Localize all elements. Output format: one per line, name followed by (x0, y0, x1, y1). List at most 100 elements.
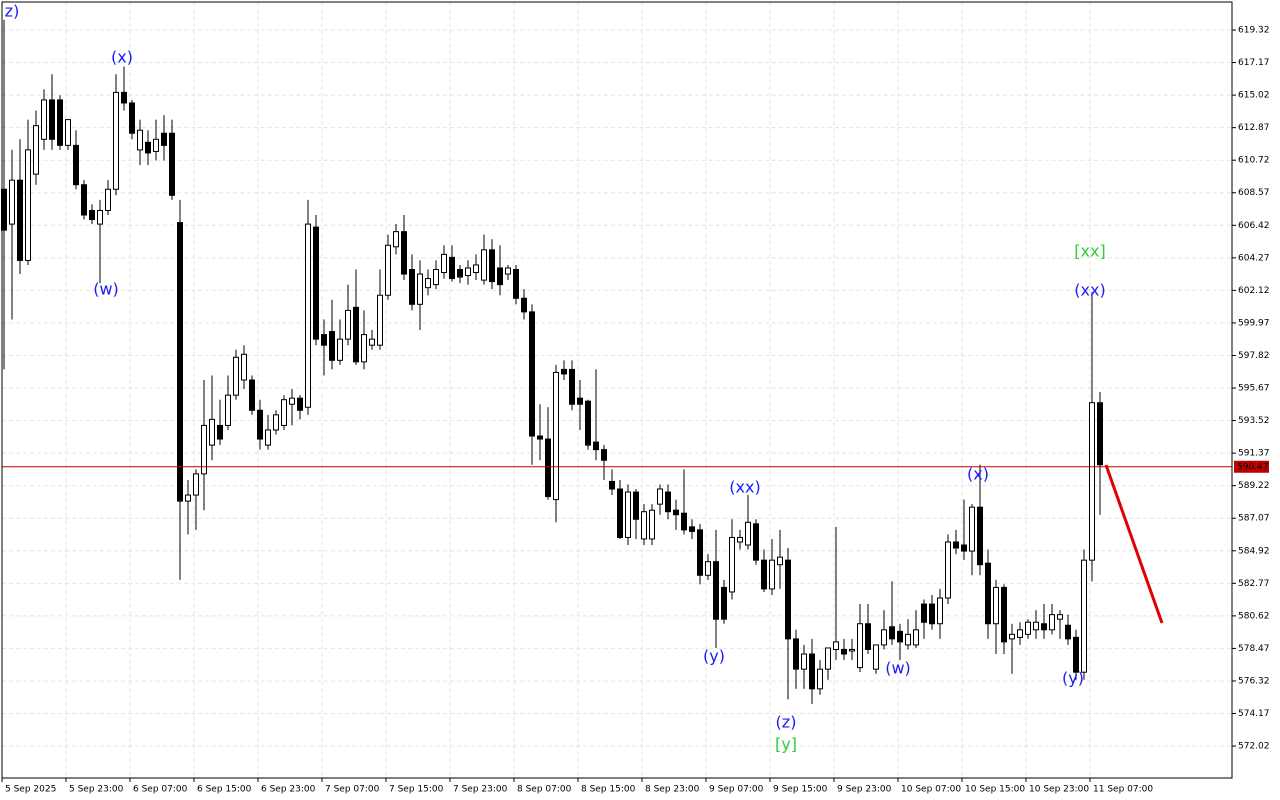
candle-body (449, 256, 455, 280)
candle-body (1065, 624, 1071, 640)
y-tick-label: 612.87 (1238, 123, 1270, 133)
candle-body (289, 397, 295, 405)
candle-body (265, 429, 271, 446)
candle-body (721, 586, 727, 620)
candle-body (857, 623, 863, 669)
wave-label: (xx) (729, 478, 760, 497)
candle-body (473, 264, 479, 274)
candle-body (401, 231, 407, 275)
candle-body (641, 511, 647, 540)
y-tick-label: 597.82 (1238, 351, 1270, 361)
candle-body (73, 144, 79, 186)
candle-body (273, 414, 279, 431)
candle-body (985, 562, 991, 625)
candle-body (177, 222, 183, 502)
candle-body (305, 223, 311, 408)
candle-body (481, 249, 487, 281)
wave-label: (z) (776, 713, 797, 732)
candle-body (809, 653, 815, 690)
candle-body (761, 559, 767, 590)
wave-label: (x) (111, 48, 133, 67)
candle-body (905, 633, 911, 646)
candle-body (585, 400, 591, 446)
candle-body (681, 512, 687, 531)
y-tick-label: 593.52 (1238, 416, 1270, 426)
candle-body (225, 394, 231, 426)
candle-body (465, 267, 471, 277)
x-tick-label: 5 Sep 23:00 (69, 785, 124, 795)
candle-body (737, 536, 743, 543)
y-tick-label: 587.07 (1238, 514, 1270, 524)
candle-body (33, 125, 39, 175)
candle-body (593, 441, 599, 451)
candle-body (777, 556, 783, 566)
candle-body (145, 141, 151, 154)
candle-body (377, 294, 383, 346)
wave-label: [y] (775, 735, 797, 754)
candle-body (329, 331, 335, 361)
candle-body (929, 603, 935, 625)
candle-body (825, 647, 831, 670)
candle-body (1049, 614, 1055, 631)
candle-body (753, 523, 759, 561)
y-tick-label: 580.62 (1238, 611, 1270, 621)
candle-body (153, 138, 159, 152)
candle-body (1001, 586, 1007, 643)
candle-body (729, 536, 735, 593)
candle-body (1073, 636, 1079, 673)
y-tick-label: 591.37 (1238, 449, 1270, 459)
candle-body (665, 491, 671, 513)
candle-body (873, 644, 879, 670)
y-tick-label: 572.02 (1238, 742, 1270, 752)
candle-body (1033, 621, 1039, 631)
candle-body (897, 630, 903, 643)
x-tick-label: 6 Sep 15:00 (197, 785, 252, 795)
candle-body (169, 132, 175, 196)
current-price-box (1234, 460, 1269, 473)
y-tick-label: 606.42 (1238, 221, 1270, 231)
wave-label: z) (5, 2, 20, 21)
candle-body (81, 184, 87, 216)
candle-body (561, 368, 567, 375)
x-tick-label: 10 Sep 23:00 (1029, 785, 1089, 795)
candle-body (1097, 402, 1103, 466)
candle-body (689, 526, 695, 532)
candle-body (97, 209, 103, 225)
candle-body (65, 119, 71, 146)
x-tick-label: 8 Sep 07:00 (517, 785, 572, 795)
x-tick-label: 5 Sep 2025 (5, 785, 56, 795)
candle-body (345, 309, 351, 340)
candle-body (201, 424, 207, 475)
x-tick-label: 7 Sep 07:00 (325, 785, 380, 795)
y-tick-label: 589.22 (1238, 481, 1270, 491)
candle-body (193, 473, 199, 496)
y-tick-label: 608.57 (1238, 188, 1270, 198)
candle-body (617, 488, 623, 538)
candle-body (713, 561, 719, 620)
candle-body (921, 603, 927, 623)
candle-body (161, 132, 167, 146)
candle-body (937, 597, 943, 625)
candle-body (977, 506, 983, 566)
candle-body (369, 338, 375, 346)
y-tick-label: 617.17 (1238, 58, 1270, 68)
y-tick-label: 576.32 (1238, 676, 1270, 686)
candle-body (385, 244, 391, 296)
candle-body (1057, 614, 1063, 620)
candle-body (945, 541, 951, 599)
candle-body (601, 449, 607, 461)
candle-body (841, 648, 847, 655)
wave-label: (w) (93, 280, 119, 299)
candle-body (409, 268, 415, 305)
candle-body (953, 541, 959, 549)
candle-body (393, 231, 399, 248)
candle-body (817, 668, 823, 690)
candle-body (961, 544, 967, 552)
x-tick-label: 10 Sep 15:00 (965, 785, 1025, 795)
wave-label: (y) (1062, 669, 1084, 688)
candle-body (185, 494, 191, 502)
candle-body (521, 297, 527, 313)
x-tick-label: 8 Sep 15:00 (581, 785, 636, 795)
